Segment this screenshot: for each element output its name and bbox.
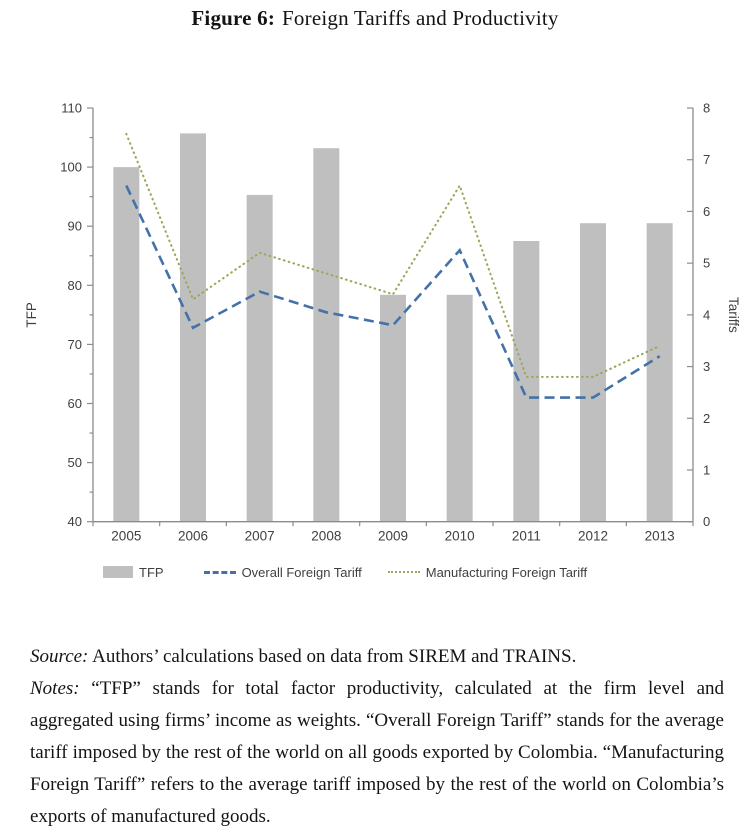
combo-chart: 40 50 60 70 80 90 100 110 0 1 2 3 4 5 6 7 8 2005 2006 2007 2… <box>24 101 741 544</box>
left-tick-label: 60 <box>68 396 82 411</box>
legend-label-tfp: TFP <box>139 564 164 580</box>
figure-title: Figure 6: Foreign Tariffs and Productivit… <box>0 6 750 31</box>
tfp-bar <box>380 294 406 522</box>
year-label: 2011 <box>512 529 541 544</box>
tfp-bar <box>313 148 340 522</box>
right-tick-label: 3 <box>703 359 710 374</box>
figure-number: Figure 6: <box>191 6 276 30</box>
tfp-bar <box>113 167 140 522</box>
left-tick-label: 110 <box>61 101 82 116</box>
right-tick-label: 7 <box>703 152 710 167</box>
left-tick-label: 100 <box>60 160 82 175</box>
legend-item-overall-tariff: Overall Foreign Tariff <box>203 564 362 580</box>
right-tick-label: 0 <box>703 514 710 529</box>
figure-title-text: Foreign Tariffs and Productivity <box>282 6 559 30</box>
tfp-bar <box>646 223 673 522</box>
left-tick-label: 50 <box>68 455 82 470</box>
legend-item-tfp: TFP <box>103 565 164 580</box>
dashed-line-swatch-icon <box>203 570 236 574</box>
right-tick-label: 5 <box>703 256 710 271</box>
left-tick-label: 70 <box>68 337 82 352</box>
year-label: 2005 <box>111 529 141 544</box>
legend-item-manufacturing-tariff: Manufacturing Foreign Tariff <box>387 564 588 580</box>
year-label: 2006 <box>178 529 208 544</box>
right-tick-label: 2 <box>703 411 710 426</box>
year-label: 2008 <box>311 529 341 544</box>
source-line: Source: Authors’ calculations based on d… <box>30 641 724 673</box>
tfp-bar <box>446 294 473 522</box>
right-tick-label: 1 <box>703 462 710 477</box>
source-text: Authors’ calculations based on data from… <box>92 646 577 667</box>
tfp-bar <box>513 241 540 522</box>
year-label: 2013 <box>645 529 675 544</box>
dotted-line-swatch-icon <box>387 571 420 573</box>
right-tick-label: 4 <box>703 307 710 322</box>
year-label: 2007 <box>245 529 275 544</box>
tfp-bar <box>246 194 273 522</box>
tfp-swatch-icon <box>103 566 133 578</box>
notes-text: “TFP” stands for total factor productivi… <box>30 678 724 827</box>
notes-paragraph: Notes: “TFP” stands for total factor pro… <box>30 673 724 833</box>
year-label: 2012 <box>578 529 608 544</box>
right-tick-label: 6 <box>703 204 710 219</box>
source-label: Source: <box>30 646 89 667</box>
left-tick-label: 80 <box>68 278 82 293</box>
left-tick-label: 40 <box>68 514 82 529</box>
right-tick-label: 8 <box>703 101 710 116</box>
year-label: 2009 <box>378 529 408 544</box>
chart-legend: TFP Overall Foreign Tariff Manufacturing… <box>93 561 703 583</box>
left-axis-title: TFP <box>24 302 39 328</box>
legend-label-manufacturing-tariff: Manufacturing Foreign Tariff <box>425 564 588 580</box>
right-axis-title: Tariffs <box>726 297 741 333</box>
manufacturing-tariff-line <box>125 132 661 378</box>
left-tick-label: 90 <box>68 219 82 234</box>
figure-notes: Source: Authors’ calculations based on d… <box>30 641 724 833</box>
legend-label-overall-tariff: Overall Foreign Tariff <box>241 564 362 580</box>
notes-label: Notes: <box>30 678 80 699</box>
year-label: 2010 <box>445 529 475 544</box>
